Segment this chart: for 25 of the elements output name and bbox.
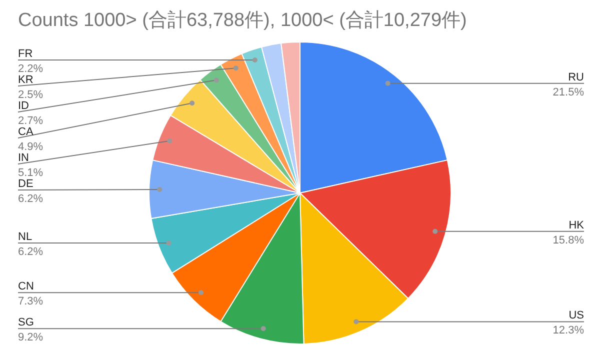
slice-label: ID [18, 100, 30, 112]
data-label: 2.7% [18, 115, 44, 127]
data-label: 4.9% [18, 141, 44, 153]
chart-title: Counts 1000> (合計63,788件), 1000< (合計10,279件) [18, 10, 467, 31]
data-label: 6.2% [18, 246, 44, 258]
slice-label: NL [18, 231, 32, 244]
data-label: 6.2% [18, 193, 44, 205]
data-label: 2.5% [18, 89, 44, 101]
slice-label: FR [18, 48, 33, 60]
slice-label: SG [18, 316, 34, 329]
slice-label: KR [18, 74, 34, 86]
data-label: 9.2% [18, 332, 44, 344]
data-label: 15.8% [552, 234, 584, 246]
slice-label: IN [18, 152, 30, 164]
data-label: 2.2% [18, 63, 44, 75]
data-label: 12.3% [552, 324, 584, 337]
slice-label: RU [568, 71, 584, 84]
data-label: 7.3% [18, 296, 44, 308]
slice-label: CA [18, 126, 34, 138]
slice-label: HK [568, 219, 585, 232]
data-label: 21.5% [552, 86, 584, 98]
data-label: 5.1% [18, 167, 44, 179]
slice-label: US [568, 310, 584, 322]
slice-label: CN [18, 280, 34, 293]
slice-label: DE [18, 178, 34, 190]
